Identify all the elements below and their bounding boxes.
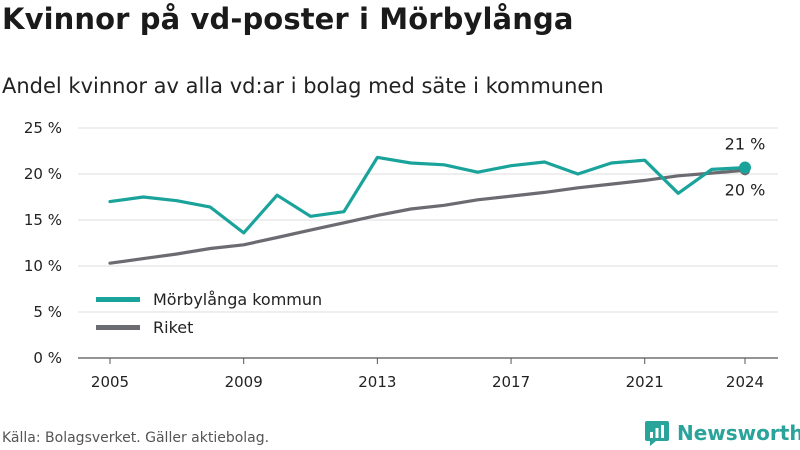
legend-label: Riket: [153, 318, 193, 337]
end-value-label-riket: 20 %: [725, 180, 766, 199]
x-axis: 2005 2009 2013 2017 2021 2024: [91, 358, 764, 391]
y-tick-label: 20 %: [24, 165, 62, 183]
legend-label: Mörbylånga kommun: [153, 290, 322, 309]
end-point-markers: 20 % 21 %: [725, 135, 766, 200]
end-value-label-morbylanga: 21 %: [725, 135, 766, 154]
newsworthy-logo-icon: [645, 421, 669, 446]
y-tick-label: 15 %: [24, 211, 62, 229]
x-tick-label: 2017: [492, 373, 530, 391]
grid-lines: [78, 127, 778, 359]
legend: Mörbylånga kommun Riket: [96, 290, 322, 337]
x-tick-label: 2005: [91, 373, 129, 391]
brand-name: Newsworthy: [677, 421, 800, 445]
chart-title: Kvinnor på vd-poster i Mörbylånga: [2, 2, 574, 36]
line-chart: 0 %5 %10 %15 %20 %25 % 2005 2009 2013 2017 2…: [24, 119, 778, 391]
brand-logo[interactable]: Newsworthy: [644, 419, 800, 447]
y-tick-label: 25 %: [24, 119, 62, 137]
y-tick-label: 0 %: [33, 349, 62, 367]
x-tick-label: 2024: [726, 373, 764, 391]
y-axis-ticks: 0 % 5 % 10 % 15 % 20 % 25 %: [24, 119, 62, 367]
x-tick-label: 2009: [225, 373, 263, 391]
x-tick-label: 2013: [358, 373, 396, 391]
series-lines: [108, 155, 747, 265]
chart-subtitle: Andel kvinnor av alla vd:ar i bolag med …: [2, 74, 604, 98]
y-tick-label: 5 %: [33, 303, 62, 321]
legend-swatch: [96, 325, 140, 330]
legend-swatch: [96, 297, 140, 302]
series-line-morbylanga: [108, 155, 747, 235]
end-point-morbylanga: [739, 161, 751, 174]
x-tick-label: 2021: [626, 373, 664, 391]
y-tick-label: 10 %: [24, 257, 62, 275]
series-line-riket: [108, 168, 747, 265]
source-note: Källa: Bolagsverket. Gäller aktiebolag.: [2, 430, 270, 446]
